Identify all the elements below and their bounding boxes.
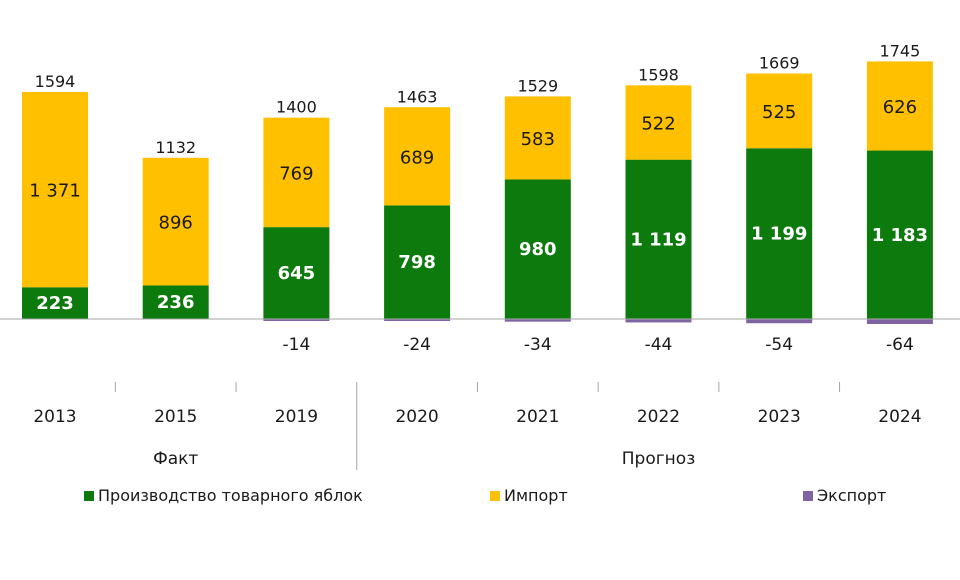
label-production-2019: 645 [278,263,316,284]
label-import-2019: 769 [279,163,313,184]
bar-export-2020 [384,319,451,321]
bar-import-2013 [22,92,88,288]
tick-label-2013: 2013 [33,407,76,427]
label-production-2020: 798 [398,252,436,273]
bar-import-2022 [625,85,692,160]
tick-label-2019: 2019 [275,407,318,427]
label-export-2019: -14 [283,335,311,355]
label-total-2023: 1669 [759,54,800,73]
group-label-1: Прогноз [622,449,695,469]
bar-production-2020 [384,205,451,319]
tick-label-2024: 2024 [878,407,921,427]
bar-export-2021 [504,319,571,322]
label-total-2019: 1400 [276,98,317,117]
label-export-2020: -24 [403,335,431,355]
label-total-2022: 1598 [638,65,679,84]
label-import-2013: 1 371 [29,181,81,202]
tick-label-2020: 2020 [395,407,438,427]
label-production-2022: 1 119 [630,229,686,250]
legend-label-2: Экспорт [817,486,886,505]
label-export-2022: -44 [645,335,673,355]
bar-production-2023 [746,148,813,319]
label-export-2023: -54 [765,335,793,355]
label-total-2021: 1529 [517,76,558,95]
label-import-2021: 583 [521,129,555,150]
legend-swatch-1 [490,491,500,501]
label-import-2015: 896 [159,213,193,234]
bar-import-2015 [142,157,209,286]
label-import-2020: 689 [400,147,434,168]
label-total-2015: 1132 [155,138,196,157]
bar-import-2020 [384,107,451,206]
bars-layer [22,61,933,325]
label-production-2013: 223 [36,293,74,314]
label-production-2021: 980 [519,239,557,260]
bar-production-2024 [866,150,933,319]
bar-production-2015 [142,285,209,319]
labels-layer: 223 1 371 1594 236 896 1132 645 769 1400 -14 798 68… [29,41,928,355]
bar-import-2024 [866,61,933,151]
label-total-2013: 1594 [35,72,76,91]
label-production-2023: 1 199 [751,224,807,245]
bar-import-2023 [746,73,813,149]
label-production-2015: 236 [157,292,195,313]
legend-swatch-0 [84,491,94,501]
bar-export-2024 [866,319,933,325]
label-import-2024: 626 [883,97,917,118]
tick-label-2015: 2015 [154,407,197,427]
bar-export-2019 [263,319,330,321]
label-total-2020: 1463 [397,87,438,106]
legend-swatch-2 [803,491,813,501]
bar-import-2019 [263,117,330,228]
bar-export-2023 [746,319,813,324]
legend: Производство товарного яблок Импорт Экспор… [84,486,886,505]
label-total-2024: 1745 [880,41,921,60]
label-import-2023: 525 [762,102,796,123]
category-axis: 2013 2015 2019 2020 2021 2022 2023 2024 Факт Прог… [33,382,922,470]
label-production-2024: 1 183 [872,225,928,246]
tick-label-2023: 2023 [758,407,801,427]
bar-export-2022 [625,319,692,323]
label-import-2022: 522 [641,113,675,134]
group-label-0: Факт [153,449,198,469]
bar-production-2022 [625,159,692,319]
bar-production-2019 [263,227,330,319]
bar-production-2013 [22,287,88,319]
label-export-2024: -64 [886,335,914,355]
legend-label-1: Импорт [504,486,568,505]
bar-import-2021 [504,96,571,180]
legend-label-0: Производство товарного яблок [98,486,363,505]
tick-label-2021: 2021 [516,407,559,427]
tick-label-2022: 2022 [637,407,680,427]
bar-production-2021 [504,179,571,319]
label-export-2021: -34 [524,335,552,355]
